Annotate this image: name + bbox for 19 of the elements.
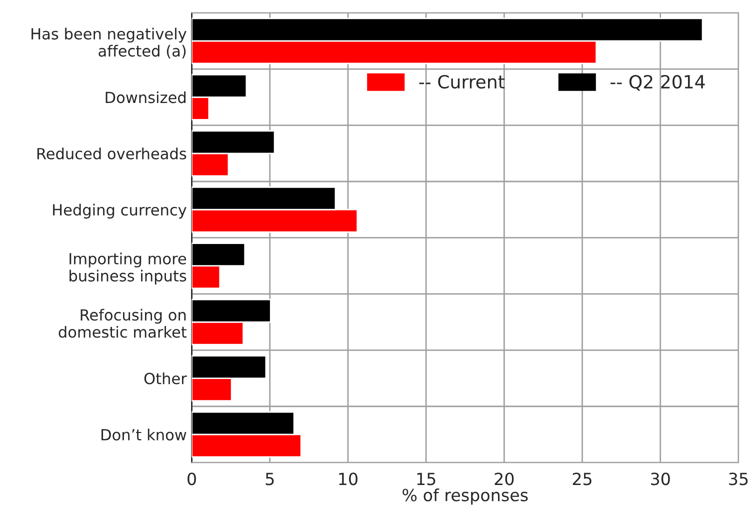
x-tick-label: 35 bbox=[729, 472, 748, 486]
x-tick-label: 0 bbox=[188, 472, 196, 486]
x-tick-label: 10 bbox=[339, 472, 358, 486]
x-tick-label: 15 bbox=[417, 472, 436, 486]
y-tick-label: Reduced overheads bbox=[37, 148, 186, 160]
y-tick-label: Refocusing on domestic market bbox=[58, 308, 187, 338]
y-tick-label: Don’t know bbox=[102, 428, 186, 441]
y-tick-label: Downsized bbox=[106, 91, 186, 104]
legend-label: -- Q2 2014 bbox=[610, 74, 705, 91]
x-axis-title: % of responses bbox=[402, 488, 528, 505]
y-tick-label: Has been negatively affected (a) bbox=[32, 28, 186, 58]
y-tick-label: Importing more business inputs bbox=[70, 252, 186, 285]
y-tick-label: Other bbox=[144, 372, 187, 384]
x-tick-label: 20 bbox=[494, 472, 514, 486]
legend-label: -- Current bbox=[419, 74, 505, 89]
y-tick-label: Hedging currency bbox=[53, 204, 186, 219]
x-tick-label: 25 bbox=[572, 472, 592, 486]
x-tick-label: 30 bbox=[651, 472, 670, 486]
x-tick-label: 5 bbox=[266, 472, 274, 486]
